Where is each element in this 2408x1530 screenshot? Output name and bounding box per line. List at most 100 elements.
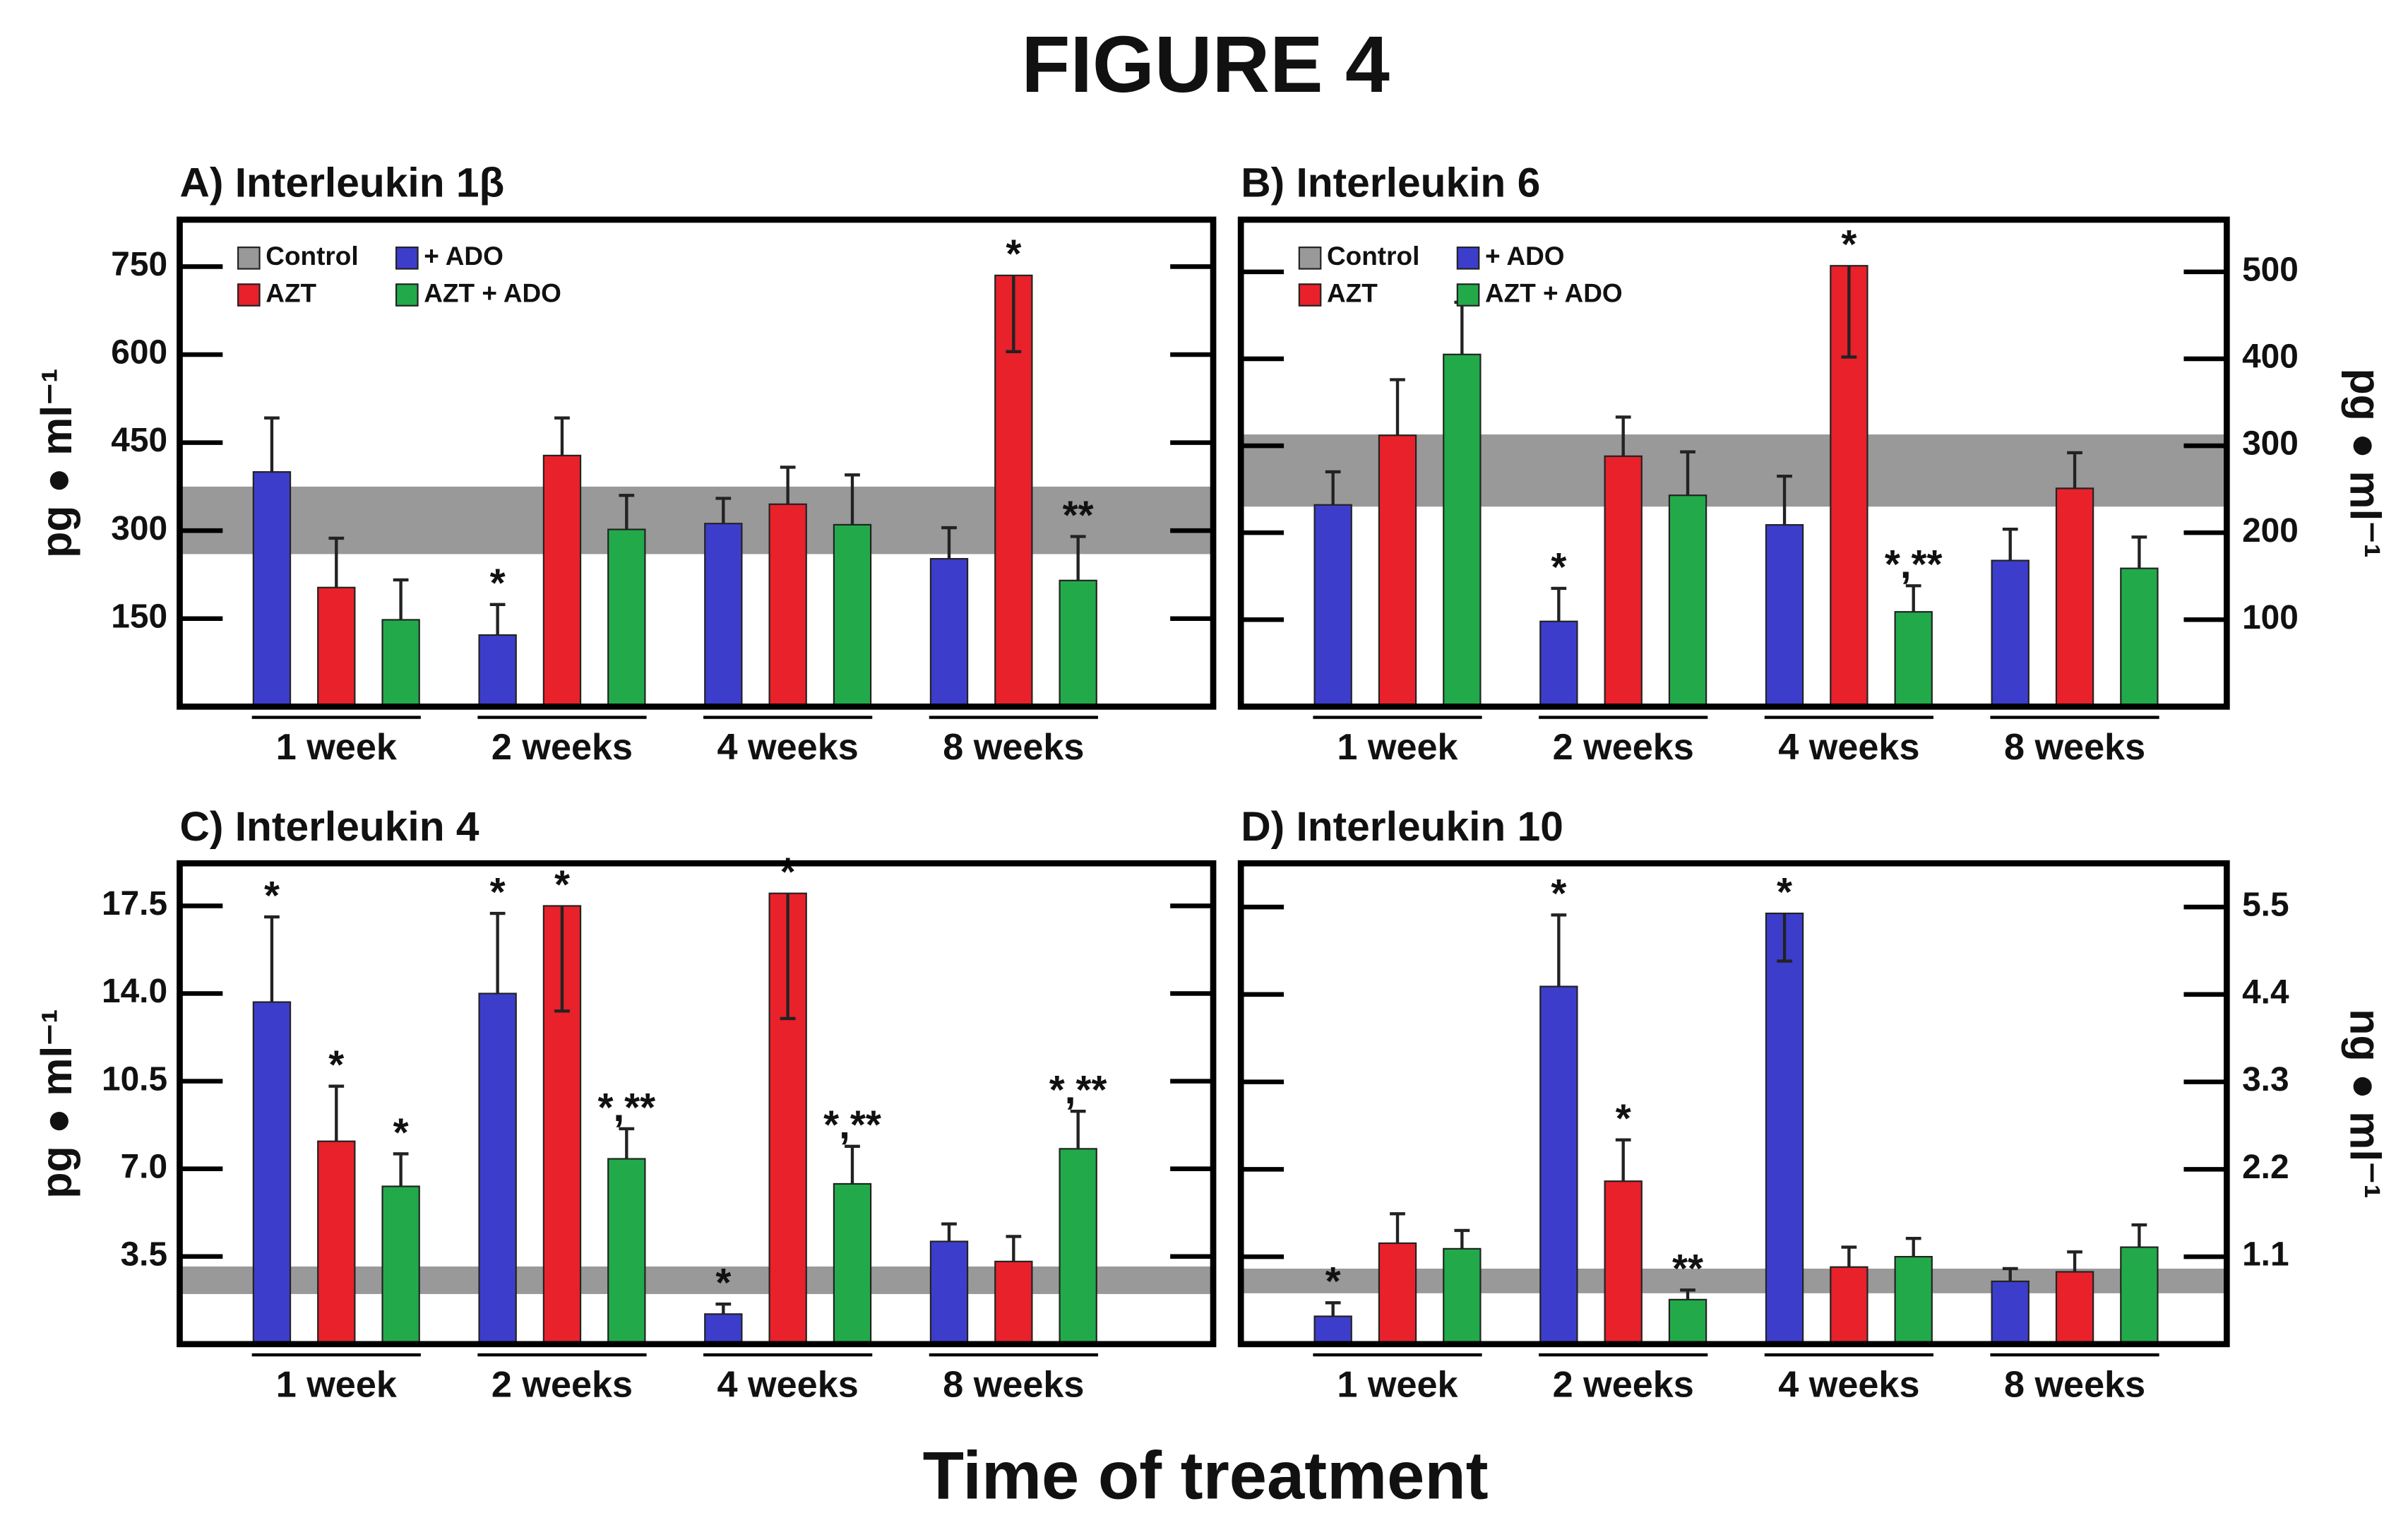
annotation: * xyxy=(1551,871,1566,915)
bar xyxy=(1539,985,1578,1345)
bar xyxy=(2055,487,2094,708)
y-tick-label: 200 xyxy=(2242,512,2299,550)
bar xyxy=(1668,1298,1707,1345)
annotation: * xyxy=(1325,1259,1341,1303)
bar xyxy=(381,619,420,708)
annotation: * xyxy=(490,870,506,914)
legend-swatch xyxy=(1298,247,1322,270)
bar xyxy=(1443,1247,1482,1345)
legend-label: + ADO xyxy=(1485,242,1565,271)
y-tick-label: 150 xyxy=(111,598,167,635)
x-tick-label: 4 weeks xyxy=(1778,727,1919,768)
x-tick-label: 8 weeks xyxy=(2004,1365,2145,1406)
annotation: * xyxy=(1841,222,1856,266)
y-tick-label: 3.3 xyxy=(2242,1061,2289,1098)
annotation: * xyxy=(780,850,796,894)
annotation: * xyxy=(490,561,506,605)
bar xyxy=(1765,523,1804,708)
y-tick-label: 5.5 xyxy=(2242,886,2289,924)
bar xyxy=(1830,1266,1868,1345)
y-tick-label: 500 xyxy=(2242,251,2299,288)
bar xyxy=(929,557,969,708)
annotation: * xyxy=(328,1043,344,1087)
chart-title: B) Interleukin 6 xyxy=(1241,160,1540,206)
legend-label: AZT xyxy=(266,278,316,307)
chart-title: D) Interleukin 10 xyxy=(1241,804,1563,850)
annotation: *,** xyxy=(1049,1067,1107,1112)
bar xyxy=(1059,1148,1097,1345)
x-tick-label: 4 weeks xyxy=(1778,1365,1919,1406)
annotation: * xyxy=(554,862,570,906)
bar xyxy=(1378,434,1417,708)
x-tick-label: 2 weeks xyxy=(1553,1365,1694,1406)
bar xyxy=(929,1240,969,1345)
legend-swatch xyxy=(395,283,419,307)
bar xyxy=(704,1313,743,1345)
bar xyxy=(607,1158,646,1345)
bar xyxy=(704,523,743,708)
annotation: * xyxy=(1006,232,1021,276)
x-tick-label: 1 week xyxy=(1337,727,1458,768)
y-axis-label: pg ● ml⁻¹ xyxy=(32,1009,81,1198)
plot-frame xyxy=(177,216,1217,710)
bar xyxy=(1765,912,1804,1345)
bar xyxy=(2055,1271,2094,1345)
legend-swatch xyxy=(237,247,261,270)
x-tick-label: 2 weeks xyxy=(491,1365,633,1406)
bar xyxy=(1443,353,1482,708)
x-tick-label: 4 weeks xyxy=(717,727,859,768)
x-tick-label: 8 weeks xyxy=(943,727,1084,768)
bar xyxy=(1991,559,2029,708)
legend-label: AZT + ADO xyxy=(424,278,561,307)
legend-swatch xyxy=(395,247,419,270)
x-tick-label: 2 weeks xyxy=(491,727,633,768)
y-tick-label: 17.5 xyxy=(102,885,167,923)
bar xyxy=(833,1182,872,1345)
control-band xyxy=(179,486,1214,555)
y-tick-label: 2.2 xyxy=(2242,1149,2289,1186)
y-tick-label: 750 xyxy=(111,246,167,283)
annotation: * xyxy=(264,873,280,918)
y-tick-label: 400 xyxy=(2242,338,2299,376)
y-tick-label: 14.0 xyxy=(102,973,167,1010)
y-tick-label: 450 xyxy=(111,422,167,459)
bar xyxy=(478,634,517,708)
plot-frame xyxy=(1237,860,2230,1348)
chart-title: C) Interleukin 4 xyxy=(179,804,479,850)
bar xyxy=(317,586,356,708)
legend-label: Control xyxy=(1327,242,1419,271)
annotation: * xyxy=(1551,545,1566,589)
x-tick-label: 1 week xyxy=(276,727,398,768)
bar xyxy=(252,471,292,708)
plot-frame xyxy=(1237,216,2230,710)
chart-title: A) Interleukin 1β xyxy=(179,160,504,206)
bar xyxy=(542,454,582,708)
y-tick-label: 600 xyxy=(111,334,167,372)
bar xyxy=(1668,494,1707,708)
y-axis-label: ng ● ml⁻¹ xyxy=(2342,1009,2390,1198)
y-tick-label: 300 xyxy=(2242,425,2299,463)
bar xyxy=(381,1185,420,1345)
figure-title: FIGURE 4 xyxy=(1021,20,1390,109)
y-tick-label: 3.5 xyxy=(121,1235,168,1273)
x-tick-label: 1 week xyxy=(1337,1365,1458,1406)
y-tick-label: 4.4 xyxy=(2242,973,2289,1011)
bar xyxy=(994,1260,1033,1345)
bar xyxy=(1991,1280,2029,1345)
annotation: *,** xyxy=(1885,542,1943,586)
annotation: * xyxy=(1616,1096,1631,1141)
bar xyxy=(478,992,517,1345)
legend-swatch xyxy=(1456,283,1480,307)
annotation: *,** xyxy=(597,1085,655,1129)
bar xyxy=(252,1001,292,1345)
bar xyxy=(2120,1246,2159,1345)
annotation: * xyxy=(1777,870,1792,914)
annotation: *,** xyxy=(823,1103,881,1147)
legend-label: AZT + ADO xyxy=(1485,278,1623,307)
y-tick-label: 10.5 xyxy=(102,1060,167,1098)
y-axis-label: pg ● ml⁻¹ xyxy=(2342,368,2390,557)
bar xyxy=(1604,1180,1643,1345)
bar xyxy=(1894,611,1933,708)
x-axis-label: Time of treatment xyxy=(923,1438,1489,1514)
